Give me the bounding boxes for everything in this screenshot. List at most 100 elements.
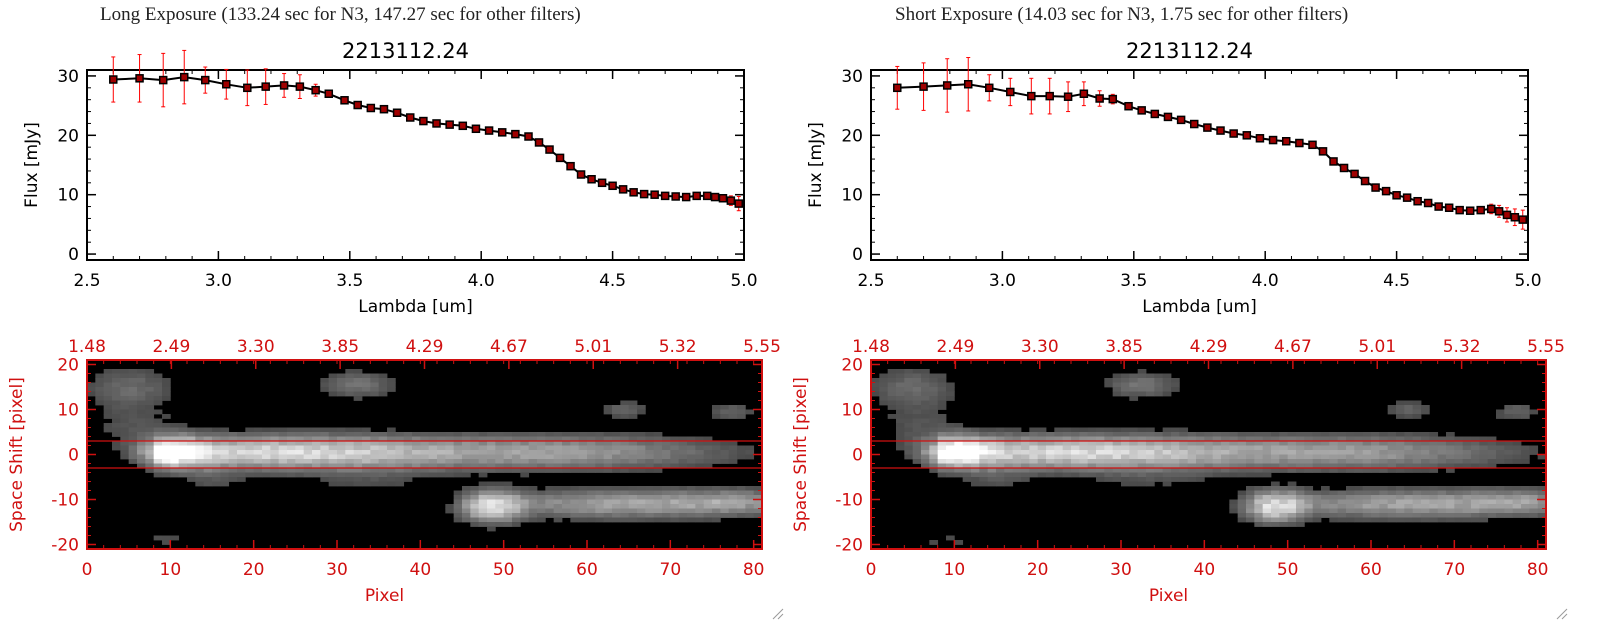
image-pixel: [954, 436, 964, 442]
image-pixel: [237, 450, 246, 455]
image-pixel: [720, 513, 730, 518]
image-pixel: [1096, 459, 1105, 464]
image-pixel: [1404, 463, 1414, 469]
data-point: [1381, 186, 1391, 196]
image-pixel: [904, 432, 914, 437]
image-pixel: [1462, 436, 1472, 442]
image-pixel: [1162, 463, 1172, 469]
image-pixel: [1412, 490, 1422, 496]
image-pixel: [170, 423, 180, 428]
image-pixel: [912, 418, 922, 424]
image-pixel: [1329, 517, 1339, 523]
image-pixel: [587, 504, 596, 509]
image-pixel: [912, 432, 922, 437]
data-point: [432, 119, 441, 128]
image-pixel: [128, 382, 138, 388]
image-pixel: [570, 450, 580, 455]
panel-left-header: Long Exposure (133.24 sec for N3, 147.27…: [100, 4, 581, 25]
image-pixel: [962, 427, 972, 433]
data-point: [1455, 205, 1464, 215]
image-pixel: [1029, 445, 1039, 451]
resize-grip-icon[interactable]: [770, 606, 784, 620]
image-pixel: [1146, 382, 1155, 388]
image-pixel: [637, 445, 646, 451]
image-pixel: [1371, 468, 1380, 473]
image-pixel: [462, 459, 471, 464]
image-pixel: [1046, 463, 1055, 469]
image-pixel: [603, 432, 613, 437]
image-pixel: [929, 382, 939, 388]
image-pixel: [512, 454, 521, 460]
image-pixel: [879, 378, 889, 383]
image-pixel: [1487, 508, 1497, 514]
data-point: [639, 189, 649, 199]
image-pixel: [345, 450, 355, 455]
image-pixel: [1521, 459, 1530, 464]
image-pixel: [120, 400, 130, 406]
image-pixel: [520, 463, 530, 469]
image-pixel: [946, 445, 955, 451]
image-pixel: [137, 432, 146, 437]
image-pixel: [687, 508, 696, 514]
image-pixel: [187, 445, 196, 451]
image-pixel: [1037, 459, 1047, 464]
image-pixel: [1321, 468, 1330, 473]
image-pixel: [370, 450, 380, 455]
image-pixel: [320, 427, 330, 433]
image-pixel: [195, 450, 205, 455]
resize-grip-icon[interactable]: [1554, 606, 1568, 620]
image-pixel: [462, 513, 471, 518]
image-pixel: [1371, 445, 1380, 451]
image-pixel: [553, 459, 563, 464]
image-pixel: [1137, 445, 1147, 451]
image-pixel: [328, 445, 338, 451]
image-pixel: [653, 468, 663, 473]
image-pixel: [612, 517, 621, 523]
image-pixel: [1496, 454, 1505, 460]
image-pixel: [312, 454, 321, 460]
image-pixel: [270, 463, 280, 469]
image-pixel: [1304, 436, 1314, 442]
image-pixel: [170, 463, 180, 469]
image-pixel: [1279, 432, 1289, 437]
image-pixel: [595, 517, 605, 523]
image-pixel: [378, 472, 388, 478]
image-pixel: [1379, 463, 1389, 469]
image-pixel: [620, 513, 630, 518]
image-pixel: [595, 459, 605, 464]
image-pixel: [662, 459, 671, 464]
image-pixel: [1304, 513, 1314, 518]
image-pixel: [904, 418, 914, 424]
image-pixel: [954, 472, 964, 478]
image-pixel: [1171, 436, 1180, 442]
image-pixel: [578, 441, 588, 446]
image-pixel: [1346, 450, 1355, 455]
image-pixel: [1312, 495, 1322, 500]
image-pixel: [1279, 459, 1289, 464]
image-pixel: [1012, 436, 1022, 442]
image-pixel: [1279, 499, 1289, 505]
image-pixel: [428, 445, 438, 451]
image-pixel: [128, 423, 138, 428]
image-pixel: [1479, 490, 1489, 496]
image-pixel: [445, 463, 455, 469]
image-pixel: [737, 405, 746, 410]
image-pixel: [453, 459, 463, 464]
image-pixel: [687, 504, 696, 509]
image-pixel: [1237, 495, 1247, 500]
image-pixel: [212, 477, 221, 482]
image-pixel: [1279, 441, 1289, 446]
image-pixel: [1137, 477, 1147, 482]
image-pixel: [1012, 441, 1022, 446]
image-pixel: [1321, 495, 1330, 500]
image-pixel: [1204, 436, 1214, 442]
image-pixel: [1221, 454, 1230, 460]
image-pixel: [1012, 427, 1022, 433]
image-pixel: [503, 445, 513, 451]
image-pixel: [495, 504, 505, 509]
image-pixel: [487, 495, 496, 500]
image-pixel: [428, 463, 438, 469]
image-pixel: [695, 459, 705, 464]
image-pixel: [362, 391, 371, 397]
image-pixel: [1471, 499, 1480, 505]
